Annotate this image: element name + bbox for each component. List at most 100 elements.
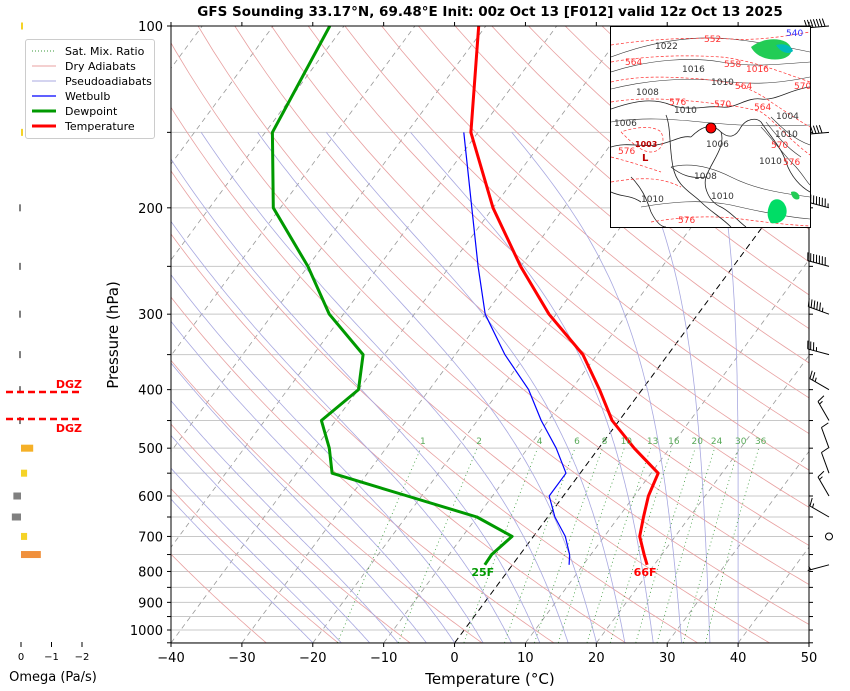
- barb-shaft: [817, 401, 830, 421]
- mixing-ratio-label: 20: [691, 437, 703, 447]
- mixing-ratio-line: [705, 448, 760, 643]
- x-tick-label: 40: [730, 651, 747, 666]
- mixing-ratio-label: 16: [668, 437, 680, 447]
- legend-entry-dewpoint: Dewpoint: [32, 104, 117, 118]
- x-tick-label: 0: [450, 651, 458, 666]
- y-tick-label: 400: [138, 384, 163, 399]
- y-tick-label: 500: [138, 442, 163, 457]
- x-tick-label: 50: [801, 651, 818, 666]
- omega-bar: [21, 469, 28, 477]
- omega-bar: [19, 386, 21, 394]
- mixing-ratio-line: [656, 448, 715, 643]
- barb-flag: [815, 125, 820, 134]
- barb-flag: [817, 395, 825, 402]
- wind-barb: [809, 497, 830, 518]
- isotherm-line: [171, 26, 274, 165]
- wind-barb: [807, 340, 830, 356]
- pseudoadiabat: [200, 132, 569, 643]
- dewpoint-swatch-icon: [32, 109, 56, 113]
- dry-adiabat: [171, 296, 555, 643]
- mixing-ratio-label: 13: [647, 437, 658, 447]
- mixing-ratio-line: [504, 448, 576, 643]
- wind-barb: [817, 395, 830, 421]
- barb-flag: [815, 18, 820, 28]
- barb-flag: [809, 370, 813, 379]
- wind-barbs: [803, 18, 833, 572]
- pseudoadiabat: [171, 320, 456, 643]
- axes: −40 −30 −20 −10 0 10 20 30 40 50 100 200 300 400 500 60…: [104, 20, 817, 688]
- pseudoadiabat: [325, 132, 626, 643]
- barb-flag: [809, 497, 813, 507]
- y-tick-label: 300: [138, 308, 163, 323]
- surface-labels: 25F 66F: [471, 566, 656, 579]
- legend-entry-temperature: Temperature: [32, 119, 135, 133]
- isotherm-line: [808, 642, 809, 643]
- isotherm-line: [171, 26, 628, 643]
- mixing-ratio-label: 8: [602, 437, 608, 447]
- omega-bar: [11, 513, 21, 521]
- map-label: 576: [783, 158, 800, 168]
- barb-shaft: [808, 306, 830, 315]
- map-label: 564: [735, 82, 752, 92]
- pseudoadiabat: [410, 132, 654, 643]
- x-tick-label: 10: [517, 651, 534, 666]
- map-label: 1010: [711, 192, 734, 202]
- wind-barb: [807, 298, 830, 315]
- map-label: 1006: [614, 119, 637, 129]
- barb-flag: [813, 300, 816, 309]
- y-tick-label: 800: [138, 565, 163, 580]
- legend-label: Pseudoadiabats: [65, 74, 152, 88]
- barb-half-flag: [812, 503, 815, 508]
- wetbulb-line: [463, 132, 571, 565]
- surface-dewpoint-label: 25F: [471, 566, 494, 579]
- temperature-line: [469, 26, 660, 566]
- barb-shaft: [807, 348, 830, 356]
- barb-flag: [819, 302, 821, 311]
- omega-bar: [19, 417, 21, 425]
- inset-map-graphic: 1022 552 564 1016 558 540 1016 1010 564 …: [611, 29, 810, 227]
- map-label: 1006: [706, 140, 729, 150]
- map-label: 1004: [776, 112, 799, 122]
- map-label: 1010: [711, 78, 734, 88]
- mixing-ratio-line: [683, 448, 740, 643]
- wind-barb: [817, 470, 830, 497]
- dry-adiabat: [171, 42, 809, 625]
- dry-adiabat: [234, 26, 809, 546]
- legend-label: Wetbulb: [65, 89, 111, 103]
- pseudoadiabat: [171, 400, 399, 643]
- omega-bar: [13, 492, 21, 500]
- barb-shaft: [807, 260, 830, 267]
- pseudoadiabat: [511, 132, 682, 643]
- pseudoadiabat: [710, 132, 739, 643]
- barb-flag: [812, 19, 817, 28]
- map-label-low-value: 1003: [635, 140, 657, 149]
- map-label: 1022: [655, 42, 678, 52]
- dry-adiabats-swatch-icon: [32, 65, 56, 67]
- barb-flag: [818, 18, 823, 27]
- legend-label: Dry Adiabats: [65, 59, 136, 73]
- map-isobars: [611, 37, 810, 220]
- map-label: 576: [669, 98, 686, 108]
- barb-flag: [821, 422, 829, 428]
- y-tick-label: 700: [138, 530, 163, 545]
- y-tick-label: 1000: [130, 624, 163, 639]
- x-tick-label: 20: [588, 651, 605, 666]
- wind-barb: [821, 422, 830, 449]
- map-label: 1016: [682, 65, 705, 75]
- dry-adiabat: [307, 26, 809, 471]
- omega-bar: [19, 310, 21, 318]
- map-label: 564: [754, 103, 771, 113]
- isotherm-line: [171, 26, 487, 453]
- mixing-ratio-label: 4: [537, 437, 543, 447]
- map-label: 1008: [636, 88, 659, 98]
- isotherm-line: [171, 26, 416, 357]
- legend: Sat. Mix. Ratio Dry Adiabats Pseudoadiab…: [25, 39, 155, 139]
- mixing-ratio-line: [635, 448, 696, 643]
- dry-adiabat: [171, 170, 698, 643]
- chart-title: GFS Sounding 33.17°N, 69.48°E Init: 00z …: [197, 4, 783, 20]
- dry-adiabat: [271, 26, 809, 508]
- barb-flag: [810, 299, 813, 308]
- dry-adiabat: [171, 106, 770, 643]
- pseudoadiabat: [171, 498, 314, 643]
- omega-bar: [21, 551, 41, 559]
